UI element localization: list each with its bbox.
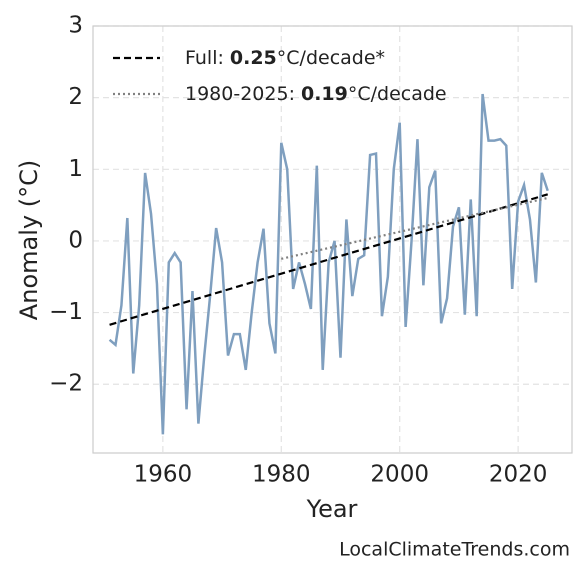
y-tick-label: 2 (68, 84, 83, 110)
y-tick-label: 0 (68, 227, 83, 253)
x-tick-label: 1960 (134, 462, 193, 488)
y-axis-label: Anomaly (°C) (15, 160, 43, 320)
trend-line (109, 193, 549, 326)
watermark: LocalClimateTrends.com (339, 539, 570, 561)
legend-rate: 0.25 (230, 47, 277, 69)
y-tick-label: 1 (68, 156, 83, 182)
legend-unit: °C/decade (348, 83, 447, 105)
legend-label: 1980-2025: 0.19°C/decade (185, 83, 447, 105)
legend-label: Full: 0.25°C/decade* (185, 47, 385, 69)
trend-line (281, 196, 548, 260)
y-tick-label: −2 (49, 371, 83, 397)
x-tick-label: 2020 (489, 462, 548, 488)
plot-frame (92, 25, 573, 454)
y-tick-label: −1 (49, 299, 83, 325)
y-tick-label: 3 (68, 13, 83, 39)
x-tick-label: 1980 (252, 462, 311, 488)
data-line (108, 93, 549, 435)
x-axis-label: Year (306, 495, 358, 523)
legend-unit: °C/decade* (277, 47, 385, 69)
x-tick-label: 2000 (370, 462, 429, 488)
legend-rate: 0.19 (301, 83, 348, 105)
legend-name: 1980-2025: (185, 83, 295, 105)
legend-name: Full: (185, 47, 224, 69)
